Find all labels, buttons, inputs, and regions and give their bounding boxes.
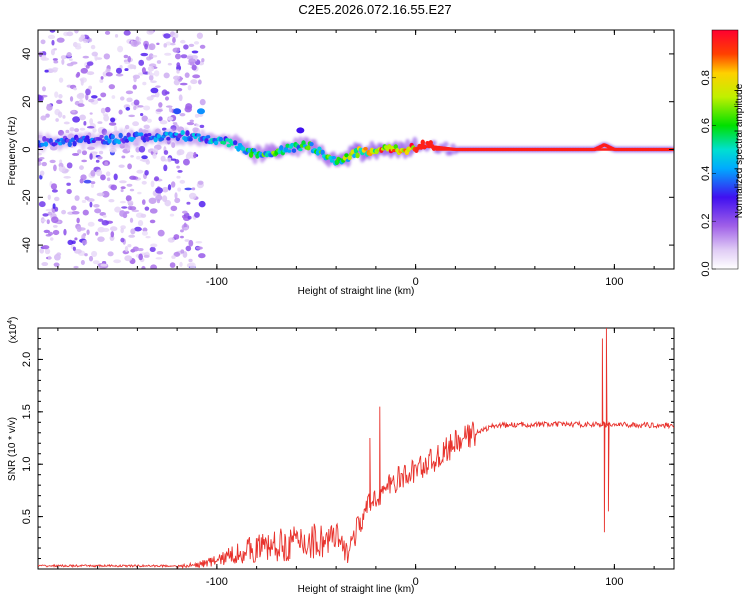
colorbar-tick-label: 0.8 xyxy=(700,70,712,85)
spectrogram-y-tick-label: 0 xyxy=(21,146,33,152)
spectrogram-y-tick-label: -20 xyxy=(21,189,33,205)
spectrogram-panel: -100 0 100 -40 -20 0 20 40 Height of straight l… xyxy=(7,29,675,297)
snr-multiplier: (x104) xyxy=(7,317,19,344)
spectrogram-y-tick-label: -40 xyxy=(21,237,33,253)
svg-text:(x104): (x104) xyxy=(7,317,19,344)
spectrogram-y-tick-label: 20 xyxy=(21,96,33,108)
snr-y-tick-label: 2.0 xyxy=(21,352,33,367)
snr-y-tick-label: 1.0 xyxy=(21,457,33,472)
spectrogram-x-axis-title: Height of straight line (km) xyxy=(298,286,415,297)
colorbar: 0.0 0.2 0.4 0.6 0.8 Normalized spectral ampl… xyxy=(700,29,745,277)
snr-multiplier-close: ) xyxy=(8,317,19,320)
spectrogram-x-tick-label: -100 xyxy=(206,276,228,288)
colorbar-tick-label: 0.2 xyxy=(700,214,712,229)
colorbar-title: Normalized spectral amplitude xyxy=(734,83,745,218)
colorbar-tick-label: 0.4 xyxy=(700,166,712,181)
snr-multiplier-exponent: 4 xyxy=(7,320,14,324)
spectrogram-x-tick-label: 0 xyxy=(413,276,419,288)
snr-panel: -100 0 100 0.5 1.0 1.5 2.0 Height of straight … xyxy=(7,317,675,595)
snr-x-axis-title: Height of straight line (km) xyxy=(298,584,415,595)
snr-y-axis-title: SNR (10 * v/v) xyxy=(7,417,18,481)
colorbar-tick-label: 0.6 xyxy=(700,118,712,133)
snr-multiplier-base: (x10 xyxy=(8,323,19,343)
spectrogram-y-tick-label: 40 xyxy=(21,48,33,60)
snr-y-tick-label: 0.5 xyxy=(21,509,33,524)
spectrogram-image xyxy=(38,30,674,269)
snr-x-tick-label: 0 xyxy=(413,576,419,588)
colorbar-gradient xyxy=(711,29,739,270)
colorbar-tick-label: 0.0 xyxy=(700,261,712,276)
spectrogram-spot xyxy=(296,127,305,134)
snr-series-line xyxy=(38,328,674,569)
spectrogram-spot xyxy=(196,108,205,115)
spectrogram-spot xyxy=(173,108,182,115)
snr-x-tick-label: -100 xyxy=(206,576,228,588)
snr-y-tick-label: 1.5 xyxy=(21,404,33,419)
spectrogram-x-tick-label: 100 xyxy=(605,276,623,288)
chart-title: C2E5.2026.072.16.55.E27 xyxy=(298,2,451,17)
ridge-line xyxy=(38,130,674,166)
spectrogram-y-axis-title: Frequency (Hz) xyxy=(7,117,18,186)
snr-x-tick-label: 100 xyxy=(605,576,623,588)
